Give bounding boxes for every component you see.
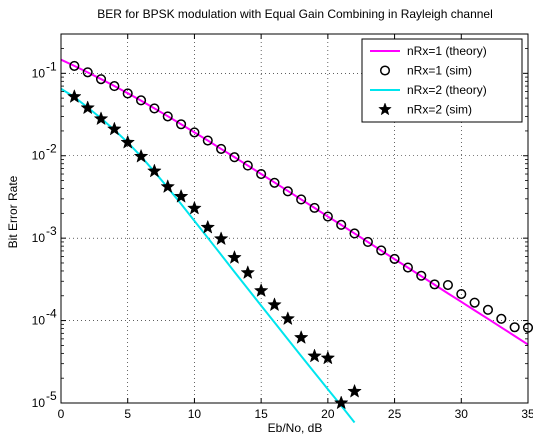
circle-marker [442, 279, 453, 291]
series-line [60, 87, 356, 424]
circle-marker [256, 168, 267, 180]
star-marker [293, 329, 309, 344]
plot-series [60, 58, 533, 424]
y-tick-label: 10 [32, 149, 46, 163]
x-tick-label: 10 [188, 407, 202, 421]
series-3 [60, 87, 356, 424]
star-marker [347, 383, 362, 398]
circle-marker [122, 88, 133, 99]
circle-marker [162, 111, 173, 122]
x-tick-label: 20 [321, 407, 335, 421]
legend-label: nRx=1 (theory) [407, 44, 487, 58]
circle-marker [176, 119, 187, 130]
y-tick-label: 10 [32, 66, 46, 80]
legend: nRx=1 (theory) nRx=1 (sim) nRx=2 (theory) n… [361, 38, 523, 123]
star-marker [267, 297, 282, 312]
star-marker [280, 311, 296, 326]
x-tick-label: 0 [58, 407, 65, 421]
plot-frame [60, 33, 529, 404]
circle-marker [269, 177, 280, 188]
x-tick-label: 35 [521, 407, 533, 421]
circle-marker [296, 194, 307, 205]
series-4 [67, 89, 362, 410]
star-marker [147, 163, 162, 178]
star-marker [120, 134, 136, 149]
star-marker [227, 249, 242, 264]
star-marker [173, 188, 189, 203]
star-marker [160, 179, 176, 194]
circle-marker [202, 135, 213, 146]
y-tick-exponent: -2 [46, 142, 57, 156]
legend-label: nRx=2 (theory) [407, 83, 487, 97]
star-marker [187, 200, 202, 215]
y-tick-exponent: -5 [46, 389, 57, 403]
y-tick-label: 10 [32, 314, 46, 328]
circle-marker [216, 143, 227, 154]
circle-marker [322, 211, 333, 222]
circle-marker [109, 81, 120, 92]
y-tick-exponent: -4 [46, 307, 57, 321]
x-tick-label: 25 [388, 407, 402, 421]
y-tick-label: 10 [32, 396, 46, 410]
legend-entry: nRx=2 (theory) [370, 83, 487, 97]
circle-marker [336, 219, 347, 230]
circle-marker [82, 67, 93, 78]
circle-marker [376, 245, 387, 256]
circle-marker [282, 186, 293, 197]
circle-marker [469, 297, 480, 308]
star-marker [333, 395, 349, 410]
chart-title: BER for BPSK modulation with Equal Gain … [97, 7, 493, 21]
star-marker [80, 100, 96, 115]
x-tick-label: 30 [455, 407, 469, 421]
legend-label: nRx=1 (sim) [407, 64, 472, 78]
y-tick-exponent: -1 [46, 59, 57, 73]
star-marker [133, 148, 149, 163]
circle-marker [69, 60, 80, 71]
legend-marker-swatch [379, 65, 391, 76]
y-axis-title: Bit Error Rate [6, 175, 20, 248]
star-marker [67, 89, 82, 103]
legend-entry: nRx=2 (sim) [378, 102, 472, 117]
x-tick-label: 15 [254, 407, 268, 421]
circle-marker [189, 127, 200, 138]
circle-marker [149, 103, 160, 114]
star-marker [307, 348, 322, 363]
circle-marker [362, 236, 373, 247]
x-axis-title: Eb/No, dB [268, 421, 323, 435]
star-marker [213, 231, 229, 246]
circle-marker [456, 288, 467, 300]
circle-marker [416, 270, 427, 281]
legend-entry: nRx=1 (theory) [370, 44, 487, 58]
y-tick-exponent: -3 [46, 224, 57, 238]
circle-marker [229, 152, 240, 163]
x-tick-label: 5 [124, 407, 131, 421]
legend-label: nRx=2 (sim) [407, 103, 472, 117]
star-marker [107, 121, 122, 136]
circle-marker [496, 313, 507, 324]
circle-marker [429, 279, 440, 290]
circle-marker [389, 253, 400, 264]
circle-marker [136, 95, 147, 106]
circle-marker [509, 322, 520, 333]
circle-marker [95, 74, 107, 85]
circle-marker [402, 262, 413, 273]
legend-entry: nRx=1 (sim) [379, 64, 472, 78]
star-marker [253, 283, 269, 298]
series-line [60, 58, 529, 346]
grid [61, 34, 528, 403]
circle-marker [349, 228, 360, 239]
star-marker [240, 265, 256, 280]
y-tick-label: 10 [32, 231, 46, 245]
series-2 [69, 60, 533, 333]
star-marker [93, 111, 109, 126]
star-marker [200, 219, 216, 234]
circle-marker [309, 202, 320, 213]
circle-marker [482, 304, 494, 315]
circle-marker [242, 160, 253, 171]
series-1 [60, 58, 529, 346]
legend-marker-swatch [378, 102, 392, 116]
star-marker [320, 350, 336, 365]
